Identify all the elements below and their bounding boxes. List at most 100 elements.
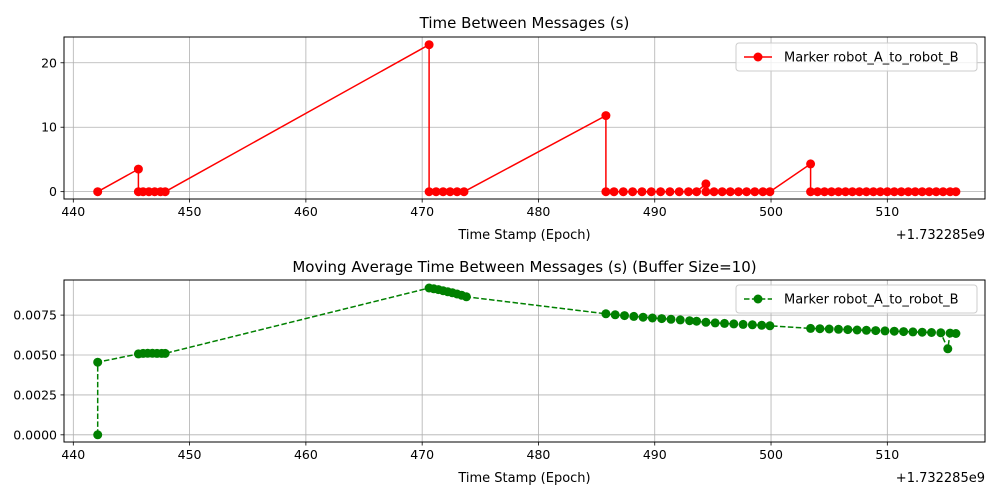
x-tick-label: 450 <box>178 447 202 462</box>
data-point <box>806 159 816 169</box>
data-point <box>720 318 729 328</box>
x-tick-label: 440 <box>61 447 85 462</box>
x-tick-label: 500 <box>759 204 783 219</box>
x-axis-ticks: 440 450 460 470 480 490 500 510 <box>61 442 899 462</box>
legend-marker-swatch <box>753 52 763 62</box>
data-point <box>675 315 685 325</box>
data-point <box>160 187 170 197</box>
data-point <box>701 187 711 197</box>
data-point <box>461 292 471 302</box>
x-tick-label: 490 <box>643 447 667 462</box>
data-point <box>710 318 720 328</box>
chart-title: Moving Average Time Between Messages (s)… <box>292 258 756 276</box>
chart-title: Time Between Messages (s) <box>419 14 630 32</box>
x-tick-label: 460 <box>294 204 318 219</box>
data-point <box>910 187 920 197</box>
data-point <box>917 327 927 337</box>
x-tick-label: 450 <box>178 204 202 219</box>
x-tick-label: 470 <box>410 447 434 462</box>
data-point <box>875 187 885 197</box>
data-point <box>692 316 702 326</box>
data-point <box>452 187 462 197</box>
x-tick-label: 440 <box>61 204 85 219</box>
data-point <box>936 328 946 338</box>
y-tick-label: 0.0025 <box>13 387 57 402</box>
data-point <box>160 348 170 358</box>
data-point <box>841 187 850 197</box>
data-point <box>880 326 890 336</box>
data-point <box>647 313 657 323</box>
data-point <box>431 187 441 197</box>
data-point <box>618 187 628 197</box>
data-point <box>861 187 871 197</box>
x-tick-label: 480 <box>527 447 551 462</box>
data-point <box>638 312 648 322</box>
data-point <box>93 430 103 440</box>
data-point <box>834 187 843 197</box>
data-point <box>917 187 927 197</box>
data-point <box>824 324 834 334</box>
data-point <box>637 187 647 197</box>
data-point <box>765 187 775 197</box>
data-point <box>908 327 918 337</box>
data-point <box>657 314 667 324</box>
data-point <box>459 187 469 197</box>
data-point <box>601 111 611 121</box>
data-point <box>628 187 638 197</box>
data-point <box>445 187 455 197</box>
data-point <box>701 317 711 327</box>
series-group <box>93 40 961 197</box>
data-point <box>871 326 881 336</box>
data-point <box>701 179 711 189</box>
data-point <box>610 310 620 320</box>
data-point <box>854 187 864 197</box>
data-point <box>951 329 961 338</box>
x-tick-label: 500 <box>759 447 783 462</box>
x-axis-ticks: 440 450 460 470 480 490 500 510 <box>61 199 899 219</box>
data-point <box>438 187 448 197</box>
data-point <box>685 316 695 326</box>
data-point <box>931 187 941 197</box>
y-tick-label: 0.0075 <box>13 308 57 323</box>
data-point <box>820 187 829 197</box>
x-tick-label: 510 <box>875 447 899 462</box>
chart-time-between-messages: Time Between Messages (s) 440 450 460 470 48… <box>41 14 986 243</box>
data-point <box>868 187 878 197</box>
y-tick-label: 20 <box>41 55 57 70</box>
data-point <box>646 187 656 197</box>
x-axis-label: Time Stamp (Epoch) <box>457 471 590 486</box>
data-point <box>692 187 702 197</box>
data-point <box>927 328 936 337</box>
x-tick-label: 460 <box>294 447 318 462</box>
data-point <box>815 324 825 334</box>
data-point <box>847 187 857 197</box>
legend: Marker robot_A_to_robot_B <box>735 42 978 72</box>
data-point <box>424 187 434 197</box>
data-point <box>896 187 906 197</box>
data-point <box>609 187 619 197</box>
data-point <box>882 187 892 197</box>
data-point <box>717 187 727 197</box>
y-axis-ticks: 0 10 20 <box>41 55 64 199</box>
y-tick-label: 0.0000 <box>13 427 57 442</box>
data-point <box>765 321 775 331</box>
data-point <box>620 311 629 321</box>
data-point <box>729 319 739 329</box>
data-point <box>684 187 693 197</box>
data-point <box>750 187 760 197</box>
legend-marker-swatch <box>753 294 763 304</box>
data-point <box>813 187 822 197</box>
data-point <box>93 357 103 367</box>
x-axis-offset-label: +1.732285e9 <box>896 471 985 486</box>
x-tick-label: 480 <box>527 204 551 219</box>
data-point <box>852 325 862 335</box>
legend-entry: Marker robot_A_to_robot_B <box>784 51 959 66</box>
chart-moving-average: Moving Average Time Between Messages (s)… <box>13 258 986 486</box>
data-point <box>725 187 735 197</box>
data-point <box>629 311 639 321</box>
data-point <box>424 40 434 50</box>
legend: Marker robot_A_to_robot_B <box>735 284 978 314</box>
data-point <box>843 325 853 335</box>
data-point <box>734 187 743 197</box>
